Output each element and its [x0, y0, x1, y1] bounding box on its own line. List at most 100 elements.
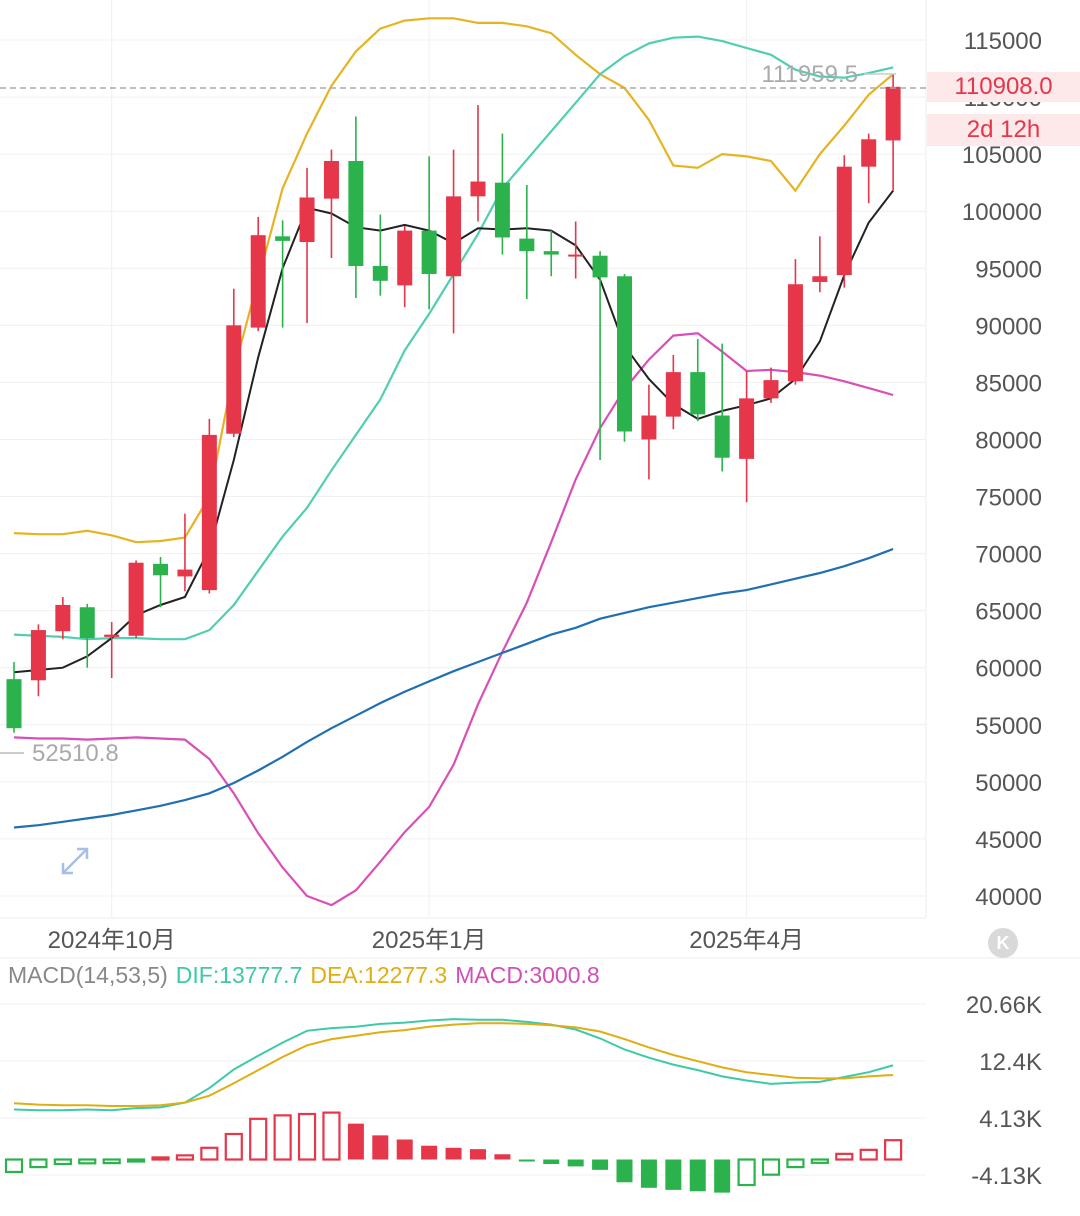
macd-grid-lines [0, 1003, 926, 1176]
indicator-line-0 [13, 17, 894, 544]
collapse-axis-button[interactable]: K [988, 928, 1018, 958]
macd-histogram-bar [640, 1159, 657, 1188]
macd-histogram-bar [810, 1158, 829, 1164]
macd-histogram-bar [273, 1114, 292, 1161]
candle-body [494, 182, 510, 238]
low-label: 52510.8 [32, 740, 119, 767]
macd-histogram-bar [884, 1139, 903, 1161]
y-tick-label: 45000 [975, 827, 1042, 854]
y-tick-label: 95000 [975, 256, 1042, 283]
macd-histogram-bar [421, 1145, 438, 1160]
macd-histogram-bar [616, 1159, 633, 1183]
candle-body [787, 284, 803, 382]
macd-histogram-bar [322, 1111, 341, 1161]
macd-histogram-bar [78, 1158, 97, 1165]
macd-histogram-bar [786, 1158, 805, 1169]
macd-histogram-bar [200, 1146, 219, 1161]
macd-histogram-bar [297, 1112, 317, 1161]
candle-body [836, 166, 852, 276]
macd-legend: MACD(14,53,5) DIF:13777.7 DEA:12277.3 MACD:… [8, 962, 608, 989]
macd-y-tick-label: -4.13K [971, 1163, 1042, 1190]
candle-body [714, 415, 730, 458]
macd-histogram-bar [689, 1159, 706, 1192]
macd-histogram-bar [29, 1158, 48, 1169]
candle-body [201, 434, 217, 591]
y-tick-label: 105000 [962, 142, 1042, 169]
macd-pane [4, 1018, 903, 1193]
candle-body [79, 607, 95, 639]
macd-histogram-bar [543, 1159, 560, 1164]
candle-body [470, 181, 486, 197]
dif-line [13, 1018, 894, 1112]
candle-body [665, 372, 681, 417]
candle-body [421, 230, 437, 274]
candle-body [177, 569, 193, 577]
candle-body [543, 251, 559, 255]
candle-body [323, 160, 339, 199]
macd-histogram-bar [494, 1154, 511, 1160]
candle-body [861, 139, 877, 167]
candle-body [617, 276, 632, 432]
y-tick-label: 65000 [975, 599, 1042, 626]
y-tick-label: 70000 [975, 542, 1042, 569]
collapse-icon: K [996, 933, 1010, 953]
dea-line [13, 1022, 894, 1107]
dif-value: DIF:13777.7 [175, 962, 303, 988]
high-label: 111959.5 [761, 61, 858, 88]
macd-histogram-bar [469, 1149, 486, 1160]
candle-body [739, 398, 755, 459]
candle-body [348, 160, 364, 266]
candle-body [226, 325, 242, 434]
candle-body [299, 197, 315, 243]
macd-histogram-bar [445, 1147, 462, 1160]
candle-body [446, 196, 462, 277]
candle-body [6, 679, 22, 729]
y-tick-label: 80000 [975, 427, 1042, 454]
macd-histogram-bar [224, 1132, 243, 1161]
y-tick-label: 115000 [964, 28, 1042, 55]
candle-body [690, 372, 706, 415]
last-price-value: 110908.0 [954, 73, 1053, 100]
macd-histogram-bar [665, 1159, 682, 1190]
grid-lines [0, 0, 926, 918]
price-annotations: 111959.5 52510.8 [0, 61, 926, 767]
macd-y-tick-label: 20.66K [966, 992, 1042, 1019]
candle-body [397, 230, 413, 286]
macd-histogram-bar [396, 1139, 413, 1160]
fullscreen-button[interactable] [50, 836, 100, 886]
macd-histogram-bar [53, 1158, 72, 1166]
x-tick-label: 2025年1月 [372, 927, 487, 954]
macd-value: MACD:3000.8 [455, 962, 600, 988]
candlesticks [6, 74, 901, 733]
macd-histogram-bar [4, 1158, 24, 1174]
y-tick-label: 40000 [975, 884, 1042, 911]
macd-histogram-bar [102, 1158, 121, 1165]
candle-body [128, 562, 144, 636]
macd-histogram-bar [835, 1152, 854, 1161]
macd-histogram-bar [567, 1159, 584, 1167]
y-tick-label: 60000 [975, 656, 1042, 683]
candle-body [885, 86, 901, 141]
indicator-line-2 [13, 332, 894, 907]
x-tick-label: 2025年4月 [689, 927, 804, 954]
indicator-line-4 [13, 547, 894, 829]
candle-body [568, 254, 584, 257]
candle-body [812, 276, 828, 282]
macd-title: MACD(14,53,5) [8, 962, 168, 988]
candle-body [153, 563, 169, 576]
candle-body [763, 380, 779, 399]
candle-body [104, 634, 120, 637]
candle-body [519, 238, 535, 252]
countdown-tag: 2d 12h [927, 114, 1080, 146]
candle-body [275, 236, 291, 241]
macd-histogram-bar [249, 1117, 268, 1161]
candle-body [250, 235, 266, 328]
indicator-line-1 [13, 35, 894, 641]
y-tick-label: 55000 [975, 713, 1042, 740]
macd-histogram-bar [127, 1158, 146, 1163]
x-tick-label: 2024年10月 [48, 927, 176, 954]
macd-histogram-bar [518, 1159, 535, 1162]
macd-y-tick-label: 4.13K [979, 1106, 1042, 1133]
macd-histogram-bar [761, 1158, 781, 1176]
